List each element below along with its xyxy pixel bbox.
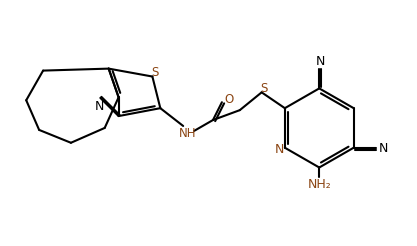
Text: S: S [152, 66, 159, 79]
Text: N: N [275, 143, 284, 156]
Text: N: N [95, 100, 104, 113]
Text: O: O [224, 93, 234, 106]
Text: S: S [260, 82, 267, 95]
Text: NH₂: NH₂ [307, 178, 331, 191]
Text: N: N [316, 55, 325, 68]
Text: NH: NH [178, 127, 196, 140]
Text: N: N [379, 142, 388, 155]
